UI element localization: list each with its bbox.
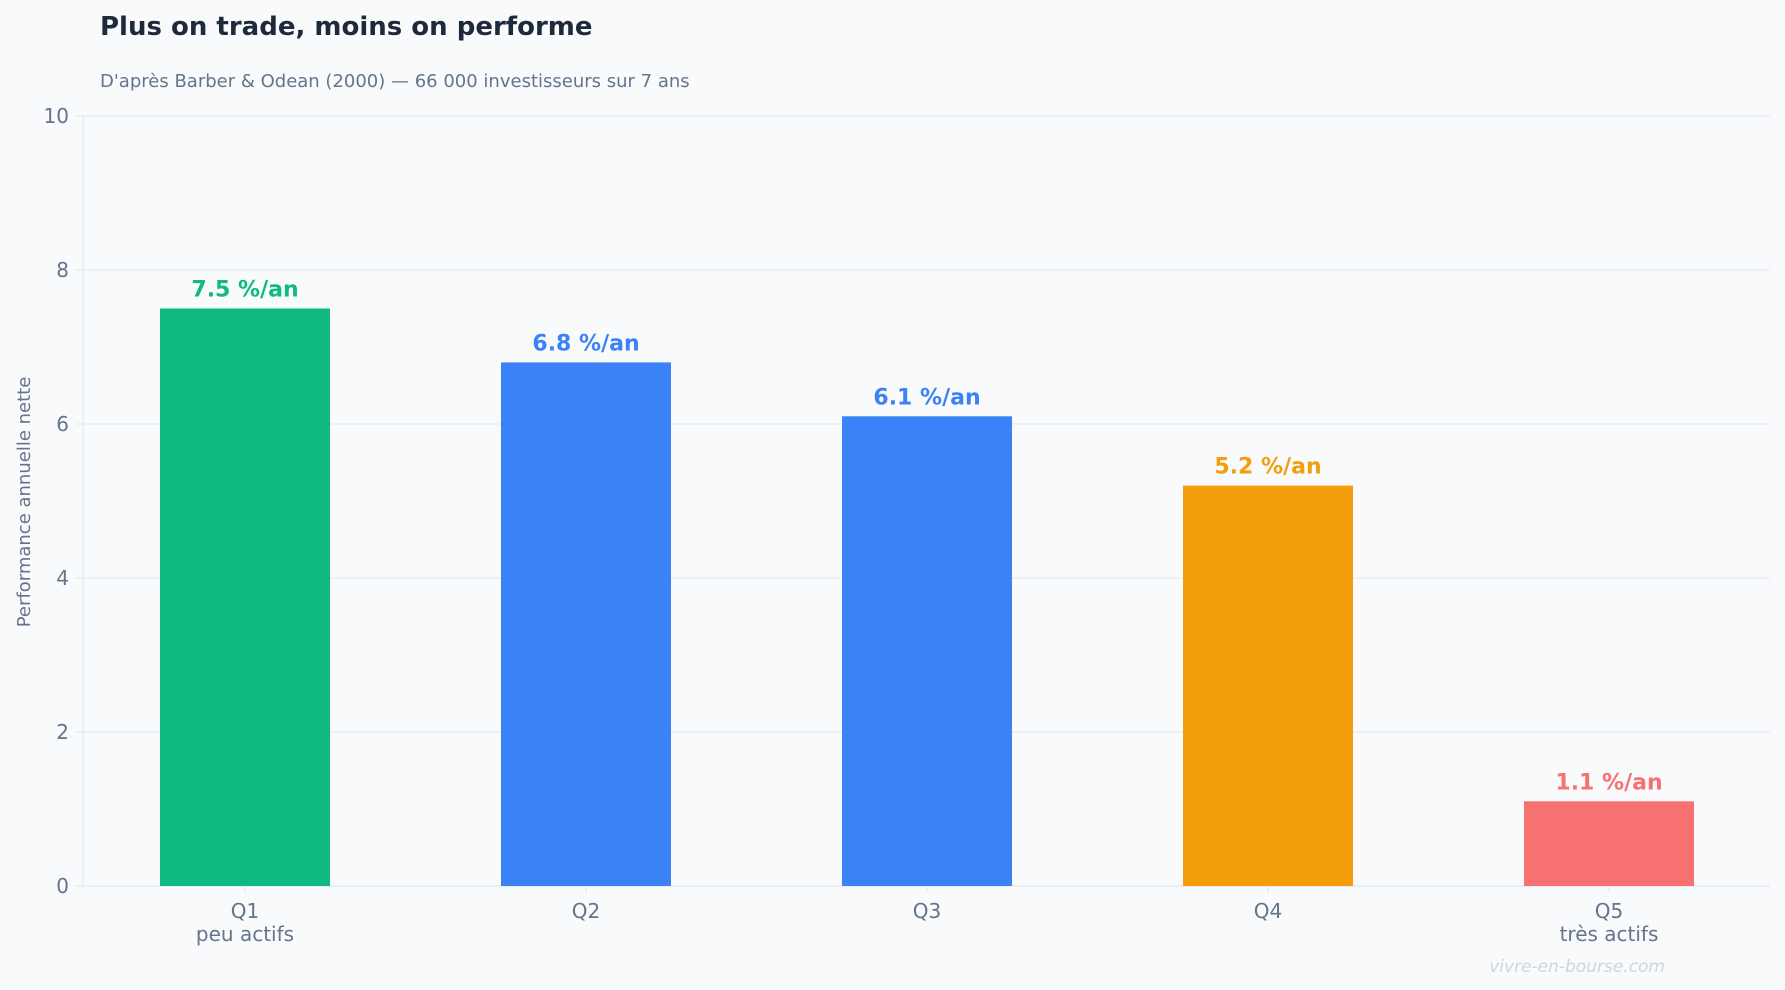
x-tick-label: Q4	[1254, 899, 1282, 923]
y-tick-label: 4	[56, 566, 69, 590]
value-label: 5.2 %/an	[1214, 455, 1321, 480]
x-tick-label: Q3	[913, 899, 941, 923]
bars: 7.5 %/an 6.8 %/an 6.1 %/an 5.2 %/an 1.1 %/an	[160, 278, 1694, 886]
value-label: 6.8 %/an	[532, 331, 639, 356]
x-tick-label: Q5	[1595, 899, 1623, 923]
watermark: vivre-en-bourse.com	[1489, 957, 1665, 977]
y-axis-label: Performance annuelle nette	[14, 377, 35, 628]
y-tick-label: 0	[56, 874, 69, 898]
y-axis-ticks: 0 2 4 6 8 10	[44, 104, 1610, 898]
value-label: 7.5 %/an	[191, 278, 298, 303]
bar-q3	[842, 416, 1012, 886]
bar-q4	[1183, 485, 1353, 886]
bar-q2	[501, 362, 671, 886]
chart-title: Plus on trade, moins on performe	[100, 12, 593, 42]
bar-q5	[1524, 801, 1694, 886]
y-tick-label: 2	[56, 720, 69, 744]
value-label: 6.1 %/an	[873, 385, 980, 410]
y-tick-label: 10	[44, 104, 69, 128]
bar-q1	[160, 308, 330, 886]
x-tick-sublabel: très actifs	[1560, 922, 1659, 946]
value-label: 1.1 %/an	[1555, 770, 1662, 795]
y-tick-label: 6	[56, 412, 69, 436]
x-tick-sublabel: peu actifs	[196, 922, 294, 946]
x-tick-label: Q2	[572, 899, 600, 923]
chart-subtitle: D'après Barber & Odean (2000) — 66 000 i…	[100, 71, 690, 92]
x-tick-label: Q1	[231, 899, 259, 923]
y-tick-label: 8	[56, 258, 69, 282]
